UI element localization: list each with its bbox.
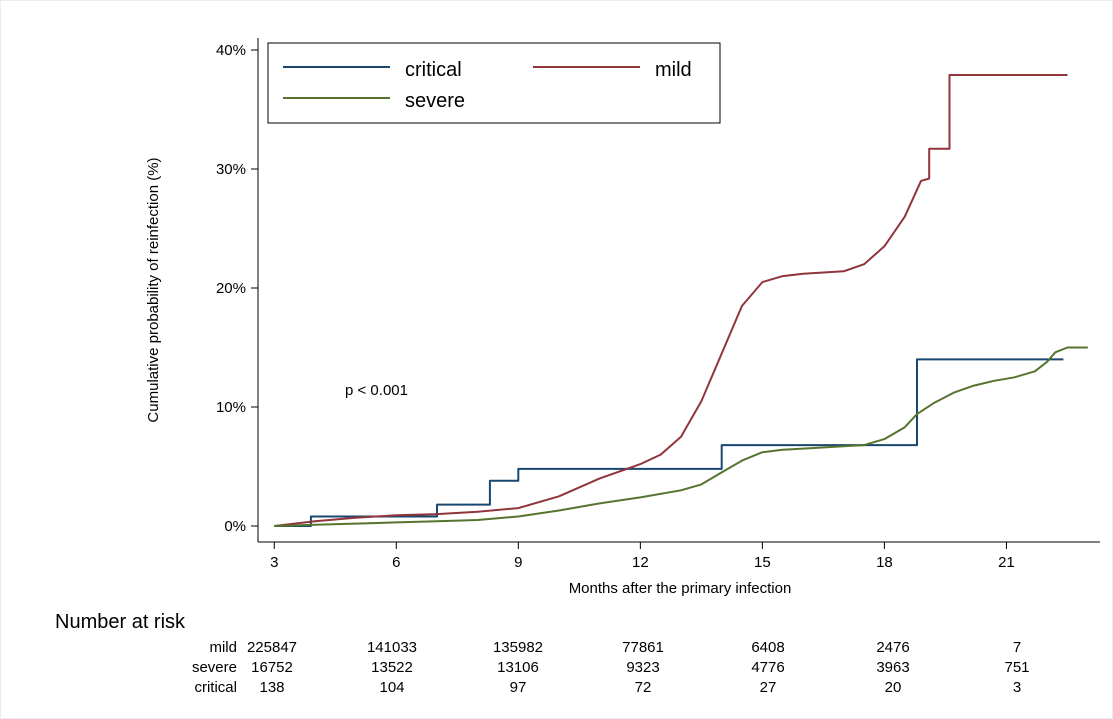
risk-cell-critical: 72 [635,679,652,696]
x-tick-label: 21 [998,554,1015,571]
legend-label-mild: mild [655,59,692,81]
risk-row-label-mild: mild [209,639,237,656]
risk-row-label-severe: severe [192,659,237,676]
x-tick-label: 15 [754,554,771,571]
x-axis-title: Months after the primary infection [569,580,792,597]
legend-label-severe: severe [405,90,465,112]
risk-row-label-critical: critical [194,679,237,696]
risk-cell-mild: 2476 [876,639,909,656]
p-value-annotation: p < 0.001 [345,382,408,399]
risk-table-title: Number at risk [55,611,186,633]
risk-cell-mild: 141033 [367,639,417,656]
legend-label-critical: critical [405,59,462,81]
y-tick-label: 0% [224,518,246,535]
risk-cell-mild: 7 [1013,639,1021,656]
series-line-severe [274,346,1088,527]
risk-cell-critical: 3 [1013,679,1021,696]
y-tick-label: 20% [216,280,246,297]
risk-cell-severe: 3963 [876,659,909,676]
legend-box [267,42,721,124]
risk-cell-severe: 4776 [751,659,784,676]
series-line-mild [274,74,1068,527]
x-tick-label: 12 [632,554,649,571]
risk-cell-severe: 16752 [251,659,293,676]
risk-cell-mild: 135982 [493,639,543,656]
risk-cell-mild: 77861 [622,639,664,656]
risk-cell-severe: 13106 [497,659,539,676]
risk-cell-mild: 6408 [751,639,784,656]
risk-cell-critical: 138 [259,679,284,696]
x-tick-label: 3 [270,554,278,571]
x-tick-label: 9 [514,554,522,571]
risk-cell-critical: 27 [760,679,777,696]
y-tick-label: 30% [216,161,246,178]
x-tick-label: 6 [392,554,400,571]
x-tick-label: 18 [876,554,893,571]
risk-cell-critical: 97 [510,679,527,696]
series-line-critical [274,358,1064,527]
risk-cell-severe: 9323 [626,659,659,676]
risk-cell-severe: 13522 [371,659,413,676]
risk-cell-severe: 751 [1004,659,1029,676]
y-tick-label: 40% [216,42,246,59]
y-tick-label: 10% [216,399,246,416]
risk-cell-critical: 20 [885,679,902,696]
y-axis-title: Cumulative probability of reinfection (%… [145,157,162,422]
risk-cell-critical: 104 [379,679,404,696]
risk-cell-mild: 225847 [247,639,297,656]
